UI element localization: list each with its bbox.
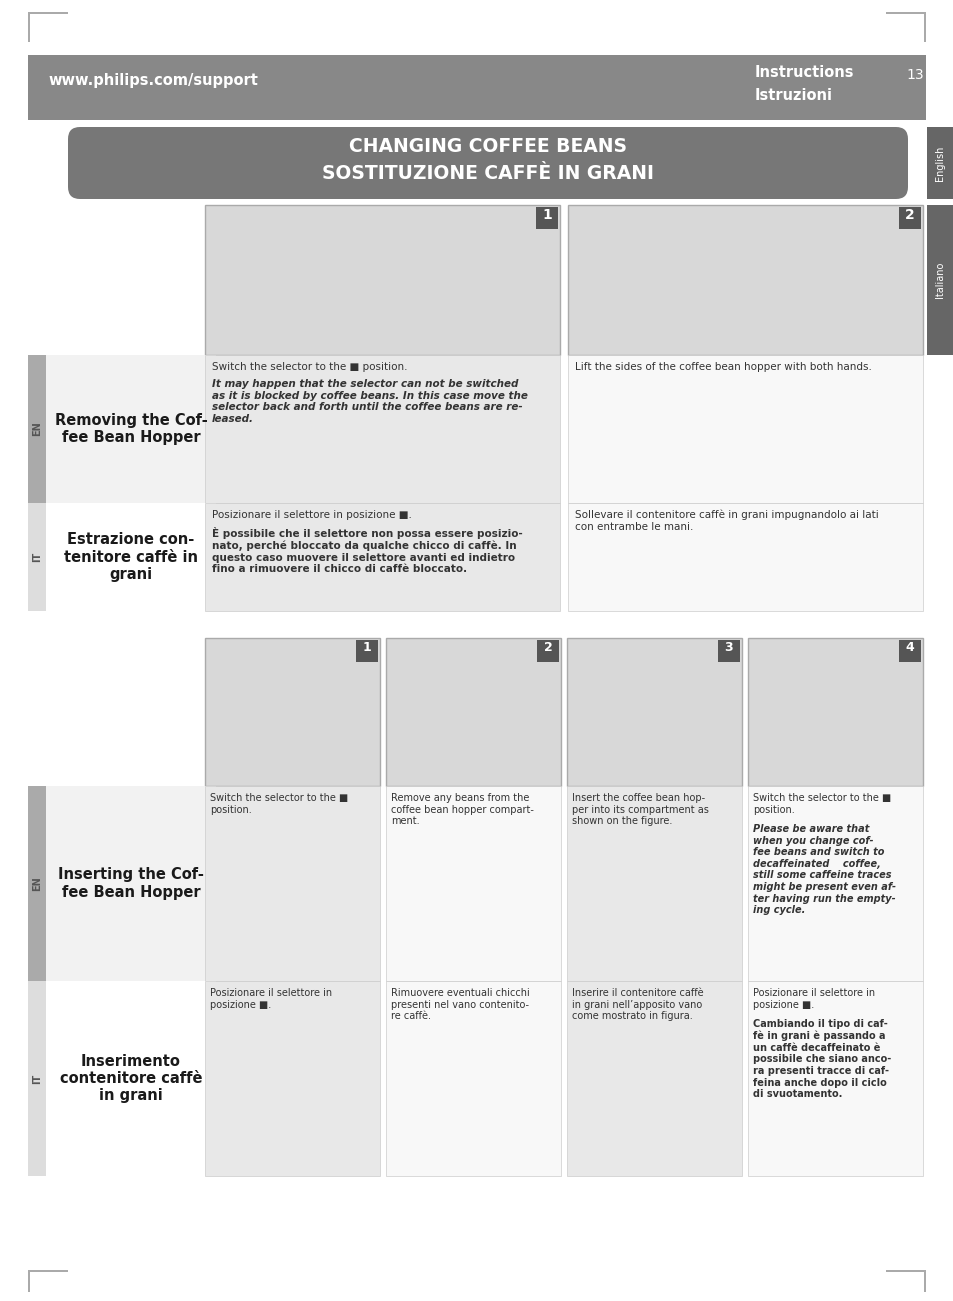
Bar xyxy=(537,640,558,662)
Text: EN: EN xyxy=(32,422,42,436)
Text: www.philips.com/support: www.philips.com/support xyxy=(48,73,257,88)
Text: Italiano: Italiano xyxy=(935,262,944,298)
Text: Inserimento
contenitore caffè
in grani: Inserimento contenitore caffè in grani xyxy=(60,1054,202,1103)
Bar xyxy=(885,12,925,14)
Bar xyxy=(718,640,740,662)
Text: Posizionare il selettore in
posizione ■.: Posizionare il selettore in posizione ■. xyxy=(752,987,874,1010)
Bar xyxy=(926,206,953,355)
Bar xyxy=(747,637,923,786)
Bar xyxy=(566,981,741,1176)
Text: Sollevare il contenitore caffè in grani impugnandolo ai lati
con entrambe le man: Sollevare il contenitore caffè in grani … xyxy=(575,510,878,532)
Text: 2: 2 xyxy=(904,208,914,222)
Bar xyxy=(898,640,920,662)
Text: 2: 2 xyxy=(543,641,552,654)
Text: Lift the sides of the coffee bean hopper with both hands.: Lift the sides of the coffee bean hopper… xyxy=(575,362,871,372)
Text: Inserting the Cof-
fee Bean Hopper: Inserting the Cof- fee Bean Hopper xyxy=(58,868,204,900)
Bar xyxy=(386,981,560,1176)
Text: Inserire il contenitore caffè
in grani nell’apposito vano
come mostrato in figur: Inserire il contenitore caffè in grani n… xyxy=(572,987,703,1021)
FancyBboxPatch shape xyxy=(68,127,907,199)
Bar xyxy=(205,206,559,355)
Text: Posizionare il selettore in
posizione ■.: Posizionare il selettore in posizione ■. xyxy=(210,987,332,1010)
Text: 13: 13 xyxy=(905,68,923,82)
Bar xyxy=(46,355,215,503)
Bar xyxy=(205,503,559,611)
Bar xyxy=(46,786,215,981)
Text: Instructions: Instructions xyxy=(754,65,854,79)
Text: 4: 4 xyxy=(904,641,913,654)
Bar xyxy=(747,786,923,981)
Bar xyxy=(926,127,953,199)
Bar xyxy=(923,1270,925,1292)
Bar xyxy=(205,355,559,503)
Text: Rimuovere eventuali chicchi
presenti nel vano contenito-
re caffè.: Rimuovere eventuali chicchi presenti nel… xyxy=(391,987,529,1021)
Bar xyxy=(28,1270,30,1292)
Bar xyxy=(536,207,558,229)
Text: Remove any beans from the
coffee bean hopper compart-
ment.: Remove any beans from the coffee bean ho… xyxy=(391,794,534,826)
Bar xyxy=(28,981,46,1176)
Bar xyxy=(46,503,215,611)
Text: SOSTITUZIONE CAFFÈ IN GRANI: SOSTITUZIONE CAFFÈ IN GRANI xyxy=(322,164,654,183)
Text: IT: IT xyxy=(32,1073,42,1084)
Text: È possibile che il selettore non possa essere posizio-
nato, perché bloccato da : È possibile che il selettore non possa e… xyxy=(212,527,522,575)
Text: Switch the selector to the ■ position.: Switch the selector to the ■ position. xyxy=(212,362,407,372)
Text: Estrazione con-
tenitore caffè in
grani: Estrazione con- tenitore caffè in grani xyxy=(64,532,198,582)
Bar xyxy=(205,786,379,981)
Text: EN: EN xyxy=(32,876,42,891)
Bar xyxy=(355,640,377,662)
Text: 1: 1 xyxy=(362,641,371,654)
Text: Removing the Cof-
fee Bean Hopper: Removing the Cof- fee Bean Hopper xyxy=(54,412,207,445)
Bar xyxy=(205,981,379,1176)
Bar xyxy=(567,355,923,503)
Text: IT: IT xyxy=(32,552,42,562)
Bar xyxy=(28,355,46,503)
Bar xyxy=(28,12,30,42)
Bar xyxy=(923,12,925,42)
Bar xyxy=(28,12,68,14)
Bar xyxy=(28,55,925,120)
Bar xyxy=(386,786,560,981)
Bar xyxy=(386,637,560,786)
Text: 3: 3 xyxy=(724,641,733,654)
Text: Switch the selector to the ■
position.: Switch the selector to the ■ position. xyxy=(752,794,890,814)
Bar xyxy=(28,1270,68,1272)
Text: Cambiando il tipo di caf-
fè in grani è passando a
un caffè decaffeinato è
possi: Cambiando il tipo di caf- fè in grani è … xyxy=(752,1019,890,1099)
Bar xyxy=(747,981,923,1176)
Bar xyxy=(567,503,923,611)
Text: Please be aware that
when you change cof-
fee beans and switch to
decaffeinated : Please be aware that when you change cof… xyxy=(752,824,895,915)
Text: Insert the coffee bean hop-
per into its compartment as
shown on the figure.: Insert the coffee bean hop- per into its… xyxy=(572,794,708,826)
Text: 1: 1 xyxy=(541,208,551,222)
Bar xyxy=(28,503,46,611)
Bar xyxy=(885,1270,925,1272)
Bar xyxy=(898,207,920,229)
Text: CHANGING COFFEE BEANS: CHANGING COFFEE BEANS xyxy=(349,137,626,156)
Bar xyxy=(28,786,46,981)
Bar xyxy=(567,206,923,355)
Text: Istruzioni: Istruzioni xyxy=(754,88,832,103)
Text: English: English xyxy=(935,146,944,181)
Text: Switch the selector to the ■
position.: Switch the selector to the ■ position. xyxy=(210,794,348,814)
Bar xyxy=(566,637,741,786)
Bar xyxy=(566,786,741,981)
Bar xyxy=(205,637,379,786)
Text: It may happen that the selector can not be switched
as it is blocked by coffee b: It may happen that the selector can not … xyxy=(212,379,527,424)
Bar xyxy=(46,981,215,1176)
Text: Posizionare il selettore in posizione ■.: Posizionare il selettore in posizione ■. xyxy=(212,510,412,520)
